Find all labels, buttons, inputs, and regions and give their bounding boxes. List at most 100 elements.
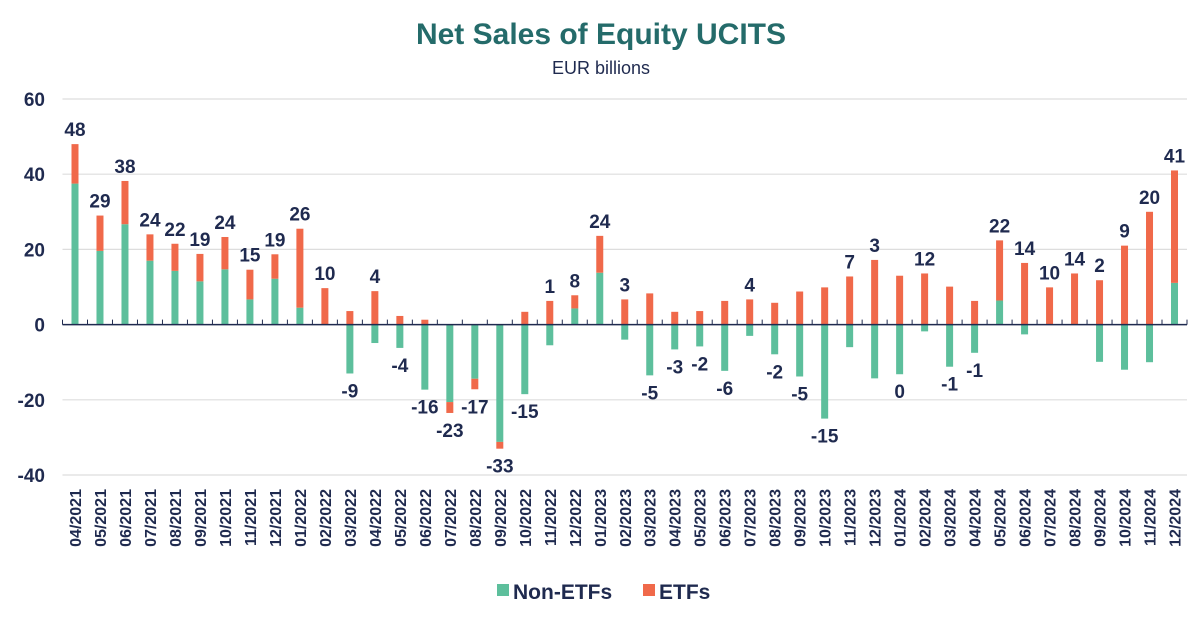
bar-etfs [1046,287,1054,325]
data-label: -6 [716,379,733,400]
data-label: 24 [139,210,161,231]
y-axis: 60 40 20 0 -20 -40 [18,90,45,487]
bar-non-etfs [821,324,829,419]
bar-etfs [846,276,854,325]
bar-etfs [946,286,954,325]
bar-non-etfs [521,324,529,395]
x-tick-label: 10/2023 [818,489,835,547]
data-label: 10 [1039,263,1060,284]
data-label: -15 [511,402,539,423]
legend-swatch-etfs [643,584,655,596]
y-tick-label: 40 [24,165,45,186]
x-tick-label: 12/2024 [1168,489,1185,547]
data-label: 15 [239,246,261,267]
x-tick-label: 06/2022 [418,489,435,547]
bar-non-etfs [1096,324,1104,362]
x-tick-label: 09/2022 [493,489,510,547]
bar-etfs [1121,245,1129,325]
data-label: 48 [64,120,85,141]
data-label: 8 [569,271,580,292]
bar-etfs [71,144,79,184]
bar-etfs [521,311,529,325]
bar-etfs [1071,273,1079,325]
data-label: 3 [619,275,630,296]
chart-title: Net Sales of Equity UCITS [416,18,786,51]
x-tick-labels: 04/2021 05/2021 06/2021 07/2021 08/2021 09/20… [68,489,1185,547]
bar-non-etfs [71,183,79,325]
x-tick-label: 01/2023 [593,489,610,547]
data-label: 10 [314,264,335,285]
bar-etfs [771,302,779,325]
bar-non-etfs [646,324,654,376]
bar-non-etfs [721,324,729,371]
bar-etfs [246,269,254,300]
x-tick-label: 07/2023 [743,489,760,547]
data-label: -5 [791,384,808,405]
bar-etfs [621,299,629,325]
data-label: -4 [391,356,408,377]
bar-etfs [721,300,729,325]
x-tick-label: 10/2022 [518,489,535,547]
bar-non-etfs [121,224,129,325]
data-label: 9 [1119,222,1130,243]
bar-etfs [596,235,604,273]
x-tick-label: 09/2021 [193,489,210,547]
bar-etfs [1021,262,1029,325]
bar-non-etfs [471,324,479,379]
data-label: 20 [1139,188,1160,209]
bar-non-etfs [371,324,379,344]
legend-swatch-non-etfs [497,584,509,596]
bar-etfs [996,240,1004,301]
x-tick-label: 04/2021 [68,489,85,547]
bar-non-etfs [1171,282,1179,325]
data-label: -3 [666,357,683,378]
data-label: -1 [966,361,983,382]
bar-non-etfs [596,272,604,325]
x-tick-label: 01/2024 [893,489,910,547]
legend-label-etfs: ETFs [659,581,710,604]
bar-etfs [921,273,929,325]
bar-non-etfs [771,324,779,355]
bar-non-etfs [271,278,279,325]
bar-non-etfs [996,300,1004,325]
y-tick-label: 0 [34,316,45,337]
x-tick-label: 04/2023 [668,489,685,547]
bar-etfs [346,311,354,325]
data-label: 41 [1164,146,1186,167]
bar-non-etfs [1146,324,1154,363]
data-label: -15 [811,427,839,448]
bar-etfs [421,319,429,325]
bar-etfs [796,291,804,325]
bar-etfs [696,311,704,325]
bar-non-etfs [621,324,629,340]
data-label: 14 [1014,239,1036,260]
data-label: -9 [341,381,358,402]
bar-etfs [1096,280,1104,325]
bar-etfs [496,441,504,449]
bar-non-etfs [846,324,854,348]
bars [71,144,1179,449]
x-tick-label: 12/2021 [268,489,285,547]
bar-non-etfs [696,324,704,347]
chart-subtitle: EUR billions [552,58,650,78]
data-label: 26 [289,205,310,226]
bar-non-etfs [971,324,979,353]
bar-etfs [671,311,679,325]
bar-etfs [221,236,229,270]
data-label: 1 [544,277,555,298]
data-label: 0 [894,382,905,403]
x-tick-label: 02/2022 [318,489,335,547]
bar-etfs [321,288,329,325]
x-tick-label: 11/2022 [543,489,560,546]
data-label: -2 [691,354,708,375]
x-tick-label: 02/2024 [918,489,935,547]
x-tick-label: 06/2021 [118,489,135,547]
bar-etfs [971,300,979,325]
data-label: -33 [486,457,513,478]
bar-etfs [1171,170,1179,283]
bar-etfs [371,291,379,325]
x-tick-label: 04/2024 [968,489,985,547]
x-tick-label: 09/2024 [1093,489,1110,547]
bar-etfs [446,402,454,413]
x-tick-label: 11/2024 [1143,489,1160,546]
